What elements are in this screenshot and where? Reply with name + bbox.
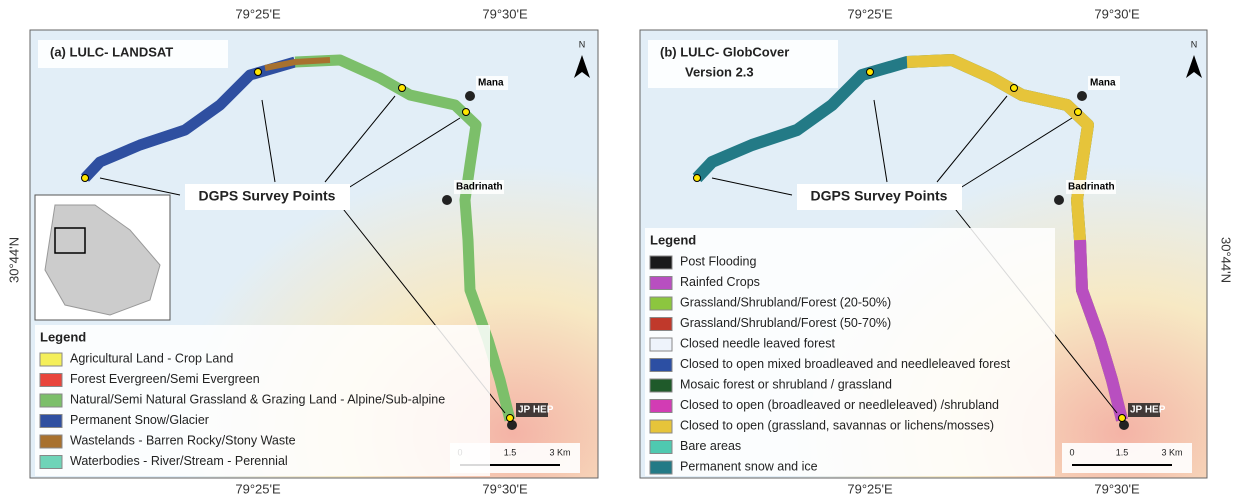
place-label: Badrinath [1068, 182, 1115, 193]
legend-label: Closed to open mixed broadleaved and nee… [680, 357, 1011, 371]
figure: 79°25'E 79°25'E 79°30'E 79°30'E 30°44'N (a) L… [0, 0, 1237, 502]
survey-point [1119, 415, 1126, 422]
legend-label: Closed to open (grassland, savannas or l… [680, 418, 994, 432]
legend-swatch [650, 359, 672, 372]
legend-title: Legend [40, 329, 86, 344]
panel-title: (a) LULC- LANDSAT [50, 44, 173, 59]
place-marker [442, 195, 452, 205]
legend-label: Post Flooding [680, 254, 756, 268]
legend-label: Closed to open (broadleaved or needlelea… [680, 398, 999, 412]
legend-swatch [40, 353, 62, 366]
panel: 79°25'E 79°25'E 79°30'E 79°30'E 30°44'N (a) L… [6, 6, 598, 496]
place-label: JP HEP [518, 405, 554, 416]
legend-label: Forest Evergreen/Semi Evergreen [70, 372, 260, 386]
legend-swatch [40, 435, 62, 448]
legend-label: Natural/Semi Natural Grassland & Grazing… [70, 392, 445, 406]
survey-point [694, 175, 701, 182]
legend-swatch [40, 456, 62, 469]
survey-point [507, 415, 514, 422]
legend-label: Rainfed Crops [680, 275, 760, 289]
legend-swatch [650, 379, 672, 392]
survey-point [82, 175, 89, 182]
top-coordinate: 79°30'E [1094, 6, 1140, 21]
survey-point [399, 85, 406, 92]
survey-point [463, 109, 470, 116]
panel-title: (b) LULC- GlobCover [660, 44, 789, 59]
callout-label: DGPS Survey Points [199, 188, 336, 204]
legend-swatch [650, 420, 672, 433]
survey-point [1075, 109, 1082, 116]
legend-swatch [650, 400, 672, 413]
place-label: Badrinath [456, 182, 503, 193]
survey-point [255, 69, 262, 76]
bottom-coordinate: 79°30'E [1094, 481, 1140, 496]
legend-label: Grassland/Shrubland/Forest (50-70%) [680, 316, 891, 330]
legend-swatch [650, 441, 672, 454]
legend-swatch [650, 256, 672, 269]
scale-label: 3 Km [1161, 447, 1182, 457]
scale-label: 1.5 [1116, 447, 1129, 457]
top-coordinate: 79°25'E [847, 6, 893, 21]
legend-label: Mosaic forest or shrubland / grassland [680, 377, 892, 391]
legend-label: Waterbodies - River/Stream - Perennial [70, 454, 288, 468]
bottom-coordinate: 79°30'E [482, 481, 528, 496]
legend-swatch [40, 394, 62, 407]
place-label: Mana [478, 78, 504, 89]
lat-coordinate: 30°44'N [1219, 237, 1234, 283]
panel-title: Version 2.3 [685, 64, 754, 79]
legend-swatch [40, 415, 62, 428]
survey-point [1011, 85, 1018, 92]
north-label: N [1191, 39, 1198, 49]
legend-label: Wastelands - Barren Rocky/Stony Waste [70, 433, 296, 447]
legend-swatch [650, 338, 672, 351]
legend-label: Closed needle leaved forest [680, 336, 835, 350]
scale-label: 3 Km [549, 447, 570, 457]
place-marker [1054, 195, 1064, 205]
bottom-coordinate: 79°25'E [235, 481, 281, 496]
legend-swatch [650, 277, 672, 290]
top-coordinate: 79°30'E [482, 6, 528, 21]
legend-swatch [40, 374, 62, 387]
callout-label: DGPS Survey Points [811, 188, 948, 204]
top-coordinate: 79°25'E [235, 6, 281, 21]
survey-point [867, 69, 874, 76]
legend-swatch [650, 297, 672, 310]
bottom-coordinate: 79°25'E [847, 481, 893, 496]
panel: 79°25'E 79°25'E 79°30'E 79°30'E 30°44'N (b) L… [640, 6, 1234, 496]
lat-coordinate: 30°44'N [6, 237, 21, 283]
place-marker [1077, 91, 1087, 101]
legend-label: Permanent snow and ice [680, 459, 818, 473]
legend-swatch [650, 318, 672, 331]
scale-label: 1.5 [504, 447, 517, 457]
legend-title: Legend [650, 232, 696, 247]
place-label: Mana [1090, 78, 1116, 89]
legend-label: Agricultural Land - Crop Land [70, 351, 233, 365]
legend-swatch [650, 461, 672, 474]
place-label: JP HEP [1130, 405, 1166, 416]
legend-label: Permanent Snow/Glacier [70, 413, 209, 427]
north-label: N [579, 39, 586, 49]
legend-label: Grassland/Shrubland/Forest (20-50%) [680, 295, 891, 309]
legend-label: Bare areas [680, 439, 741, 453]
place-marker [465, 91, 475, 101]
scale-label: 0 [1069, 447, 1074, 457]
